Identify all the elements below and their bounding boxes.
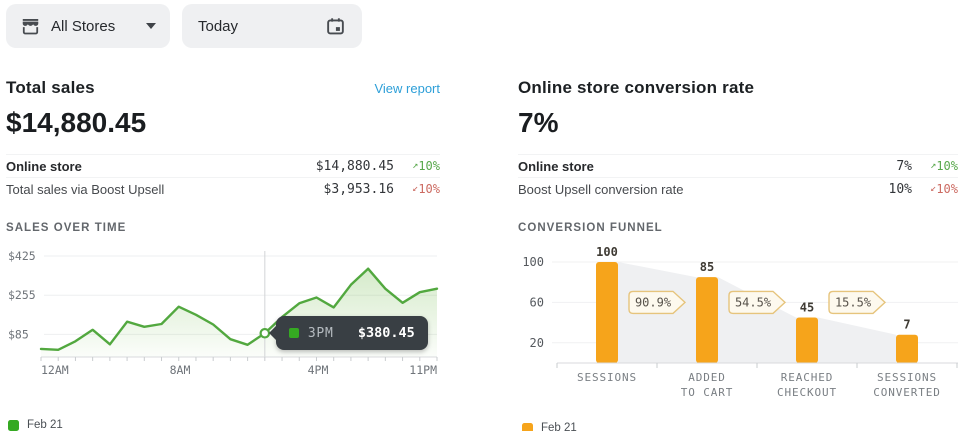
- total-sales-value: $14,880.45: [6, 107, 147, 138]
- conversion-value: 7%: [518, 107, 559, 138]
- svg-text:20: 20: [530, 336, 544, 350]
- dashboard: Total sales View report $14,880.45 Onlin…: [0, 52, 960, 431]
- date-range-label: Today: [198, 17, 239, 35]
- view-report-link[interactable]: View report: [374, 81, 440, 96]
- metric-delta: ↙10%: [412, 182, 440, 196]
- conversion-metrics: Online store 7% ↗10% Boost Upsell conver…: [518, 154, 958, 200]
- svg-text:$85: $85: [8, 327, 29, 341]
- conversion-funnel-header: CONVERSION FUNNEL: [518, 222, 663, 234]
- svg-text:15.5%: 15.5%: [835, 295, 872, 309]
- svg-text:7: 7: [903, 318, 910, 332]
- trend-down-icon: ↙: [930, 183, 937, 194]
- total-sales-title: Total sales: [6, 78, 95, 97]
- funnel-legend: Feb 21: [522, 422, 958, 431]
- tooltip-series-swatch: [288, 328, 299, 339]
- legend-label: Feb 21: [27, 419, 63, 431]
- svg-text:$255: $255: [8, 288, 36, 302]
- legend-label: Feb 21: [541, 422, 577, 431]
- svg-text:4PM: 4PM: [308, 363, 329, 377]
- svg-text:CONVERTED: CONVERTED: [873, 386, 941, 399]
- svg-text:85: 85: [700, 260, 714, 274]
- svg-text:CHECKOUT: CHECKOUT: [777, 386, 837, 399]
- funnel-chart-svg: 100 60 20 100 85 45 7 90.9% 54.5% 15.5% SESSIONS AD…: [522, 245, 958, 399]
- svg-text:100: 100: [596, 245, 618, 259]
- tooltip-time: 3PM: [307, 325, 334, 341]
- legend-swatch-green: [8, 419, 19, 431]
- legend-swatch-orange: [522, 422, 533, 431]
- total-sales-card: Total sales View report $14,880.45 Onlin…: [6, 78, 440, 431]
- metric-row-boost-upsell: Boost Upsell conversion rate 10% ↙10%: [518, 177, 958, 200]
- metric-value: $14,880.45: [315, 158, 394, 174]
- svg-text:90.9%: 90.9%: [635, 295, 672, 309]
- svg-text:60: 60: [530, 295, 544, 309]
- svg-text:54.5%: 54.5%: [735, 295, 772, 309]
- total-sales-metrics: Online store $14,880.45 ↗10% Total sales…: [6, 154, 440, 200]
- trend-up-icon: ↗: [930, 160, 937, 171]
- conversion-rate-card: Online store conversion rate 7% Online s…: [518, 78, 958, 431]
- store-selector-button[interactable]: All Stores: [6, 4, 170, 48]
- sales-chart[interactable]: $425 $255 $85 12AM 8AM 4PM 11PM 3PM $380.45: [6, 244, 440, 389]
- svg-text:SESSIONS: SESSIONS: [577, 371, 637, 384]
- metric-label: Total sales via Boost Upsell: [6, 181, 165, 197]
- sales-chart-svg: $425 $255 $85 12AM 8AM 4PM 11PM: [8, 249, 439, 377]
- topbar: All Stores Today: [0, 0, 960, 52]
- svg-text:8AM: 8AM: [170, 363, 191, 377]
- svg-text:$425: $425: [8, 249, 36, 263]
- metric-value: 10%: [888, 181, 912, 197]
- svg-text:12AM: 12AM: [41, 363, 69, 377]
- store-selector-label: All Stores: [51, 17, 116, 35]
- svg-text:11PM: 11PM: [409, 363, 437, 377]
- date-range-button[interactable]: Today: [182, 4, 362, 48]
- metric-delta: ↗10%: [412, 159, 440, 173]
- metric-label: Boost Upsell conversion rate: [518, 181, 684, 197]
- metric-label: Online store: [6, 158, 82, 174]
- metric-row-online-store: Online store 7% ↗10%: [518, 154, 958, 177]
- metric-row-online-store: Online store $14,880.45 ↗10%: [6, 154, 440, 177]
- svg-text:SESSIONS: SESSIONS: [877, 371, 937, 384]
- metric-value: $3,953.16: [323, 181, 394, 197]
- metric-value: 7%: [896, 158, 912, 174]
- trend-down-icon: ↙: [412, 183, 419, 194]
- chevron-down-icon: [146, 23, 156, 29]
- svg-text:TO CART: TO CART: [681, 386, 734, 399]
- svg-text:ADDED: ADDED: [688, 371, 726, 384]
- calendar-icon: [325, 16, 346, 37]
- funnel-chart[interactable]: 100 60 20 100 85 45 7 90.9% 54.5% 15.5% SESSIONS AD…: [518, 240, 958, 410]
- metric-label: Online store: [518, 158, 594, 174]
- svg-text:45: 45: [800, 301, 814, 315]
- sales-legend: Feb 21: [8, 419, 440, 431]
- metric-delta: ↗10%: [930, 159, 958, 173]
- store-icon: [20, 16, 41, 37]
- chart-tooltip: 3PM $380.45: [268, 316, 428, 351]
- trend-up-icon: ↗: [412, 160, 419, 171]
- metric-row-boost-upsell: Total sales via Boost Upsell $3,953.16 ↙…: [6, 177, 440, 200]
- svg-text:100: 100: [522, 255, 544, 269]
- svg-text:REACHED: REACHED: [781, 371, 834, 384]
- tooltip-value: $380.45: [357, 325, 415, 342]
- metric-delta: ↙10%: [930, 182, 958, 196]
- conversion-title: Online store conversion rate: [518, 78, 755, 97]
- sales-over-time-header: SALES OVER TIME: [6, 222, 127, 234]
